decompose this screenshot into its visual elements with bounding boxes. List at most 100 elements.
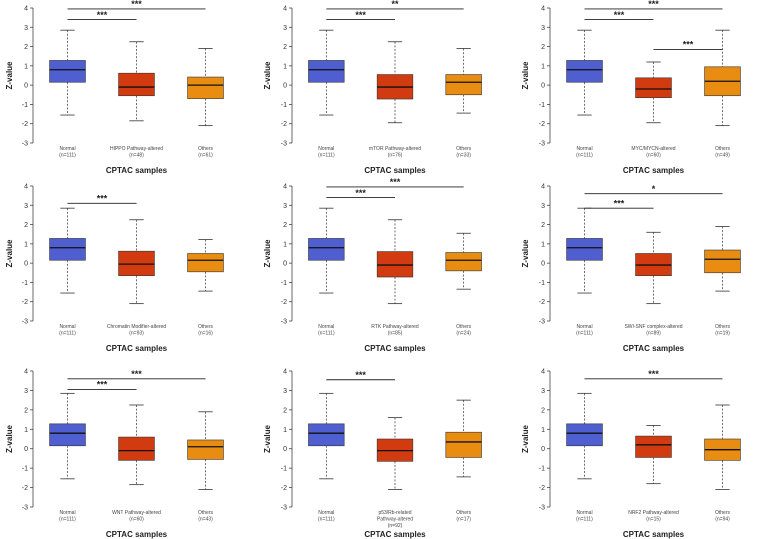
box-0 — [566, 238, 603, 261]
boxplot-panel-2: -3 -2 -1 0 1 2 3 4 Z-value Normal(n=111) mTOR Path… — [263, 0, 482, 175]
y-tick-label: -1 — [22, 466, 28, 473]
y-tick-label: -3 — [539, 319, 545, 326]
box-1 — [635, 77, 672, 98]
y-tick-label: 4 — [283, 184, 287, 191]
category-n: (n=43) — [198, 517, 213, 523]
y-tick-label: 0 — [541, 83, 545, 90]
y-tick-label: 1 — [541, 427, 545, 434]
y-tick-label: 2 — [283, 407, 287, 414]
y-tick-label: 0 — [283, 446, 287, 453]
y-axis-title: Z-value — [263, 424, 272, 453]
category-n: (n=111) — [318, 153, 335, 159]
category-n: (n=93) — [129, 331, 144, 337]
significance-label: * — [652, 184, 656, 194]
boxplot-panel-1: -3 -2 -1 0 1 2 3 4 Z-value Normal(n=111) HIPPO Pat… — [5, 0, 224, 175]
y-tick-label: 3 — [24, 25, 28, 32]
y-tick-label: -1 — [281, 280, 287, 287]
box-2 — [187, 76, 224, 99]
significance-label: *** — [648, 369, 659, 379]
category-label: Others — [198, 146, 214, 152]
y-tick-label: 0 — [24, 261, 28, 268]
y-tick-label: 3 — [541, 25, 545, 32]
y-tick-label: -3 — [281, 141, 287, 148]
y-tick-label: 3 — [283, 203, 287, 210]
category-label: Normal — [59, 146, 75, 152]
category-n: (n=111) — [318, 517, 335, 523]
y-tick-label: 4 — [283, 369, 287, 376]
y-tick-label: -2 — [539, 485, 545, 492]
box-1 — [376, 251, 414, 278]
y-tick-label: -2 — [539, 299, 545, 306]
y-tick-label: -2 — [539, 121, 545, 128]
y-tick-label: -3 — [281, 319, 287, 326]
y-tick-label: -2 — [22, 299, 28, 306]
y-tick-label: 1 — [541, 63, 545, 70]
significance-label: *** — [614, 198, 625, 208]
category-label: Pathway-altered — [377, 517, 413, 523]
category-n: (n=60) — [646, 153, 661, 159]
y-tick-label: -1 — [539, 280, 545, 287]
y-axis-title: Z-value — [263, 61, 272, 90]
category-label: SWI-SNF complex-altered — [624, 324, 682, 330]
y-tick-label: -1 — [539, 466, 545, 473]
category-n: (n=111) — [59, 153, 76, 159]
category-label: p53/Rb-related — [378, 510, 411, 516]
significance-label: *** — [648, 0, 659, 9]
y-axis-title: Z-value — [5, 239, 14, 268]
box-0 — [49, 423, 86, 447]
significance-label: *** — [355, 370, 366, 380]
category-n: (n=111) — [59, 517, 76, 523]
category-label: MYC/MYCN-altered — [631, 146, 675, 152]
y-tick-label: -1 — [22, 280, 28, 287]
y-tick-label: 0 — [541, 261, 545, 268]
y-axis-title: Z-value — [263, 239, 272, 268]
y-tick-label: 1 — [541, 241, 545, 248]
y-axis-title: Z-value — [5, 424, 14, 453]
category-label: NRF2 Pathway-altered — [628, 510, 679, 516]
category-n: (n=76) — [388, 153, 403, 159]
y-tick-label: 0 — [541, 446, 545, 453]
significance-label: *** — [131, 369, 142, 379]
category-n: (n=16) — [198, 331, 213, 337]
y-tick-label: 2 — [24, 222, 28, 229]
y-tick-label: 1 — [24, 427, 28, 434]
category-label: HIPPO Pathway-altered — [110, 146, 163, 152]
y-tick-label: -3 — [22, 319, 28, 326]
category-label: Others — [198, 510, 214, 516]
box-2 — [445, 252, 482, 272]
boxplot-panel-4: -3 -2 -1 0 1 2 3 4 Z-value Normal(n=111) Chromatin… — [5, 184, 224, 353]
y-tick-label: 1 — [24, 241, 28, 248]
category-label: Normal — [318, 510, 334, 516]
category-n: (n=15) — [646, 517, 661, 523]
y-tick-label: 2 — [24, 44, 28, 51]
category-n: (n=94) — [715, 517, 730, 523]
x-axis-title: CPTAC samples — [623, 166, 685, 175]
category-label: Normal — [318, 146, 334, 152]
y-tick-label: 1 — [24, 63, 28, 70]
y-tick-label: 2 — [541, 44, 545, 51]
significance-label: *** — [390, 177, 401, 187]
category-label: Others — [715, 510, 731, 516]
category-label: Others — [456, 324, 472, 330]
y-tick-label: -1 — [281, 102, 287, 109]
box-2 — [445, 74, 482, 96]
category-label: mTOR Pathway-altered — [369, 146, 421, 152]
x-axis-title: CPTAC samples — [106, 166, 168, 175]
category-label: Others — [198, 324, 214, 330]
category-n: (n=111) — [576, 517, 593, 523]
y-tick-label: 3 — [283, 388, 287, 395]
y-tick-label: -1 — [281, 466, 287, 473]
y-tick-label: -3 — [539, 505, 545, 512]
x-axis-title: CPTAC samples — [623, 530, 685, 539]
category-n: (n=89) — [646, 331, 661, 337]
significance-label: *** — [97, 194, 108, 204]
y-tick-label: 4 — [541, 6, 545, 13]
box-1 — [118, 72, 155, 97]
category-label: Normal — [59, 510, 75, 516]
box-0 — [308, 423, 345, 447]
category-label: Normal — [576, 146, 592, 152]
y-tick-label: 1 — [283, 241, 287, 248]
y-tick-label: 3 — [541, 203, 545, 210]
x-axis-title: CPTAC samples — [106, 344, 168, 353]
box-0 — [566, 60, 603, 83]
